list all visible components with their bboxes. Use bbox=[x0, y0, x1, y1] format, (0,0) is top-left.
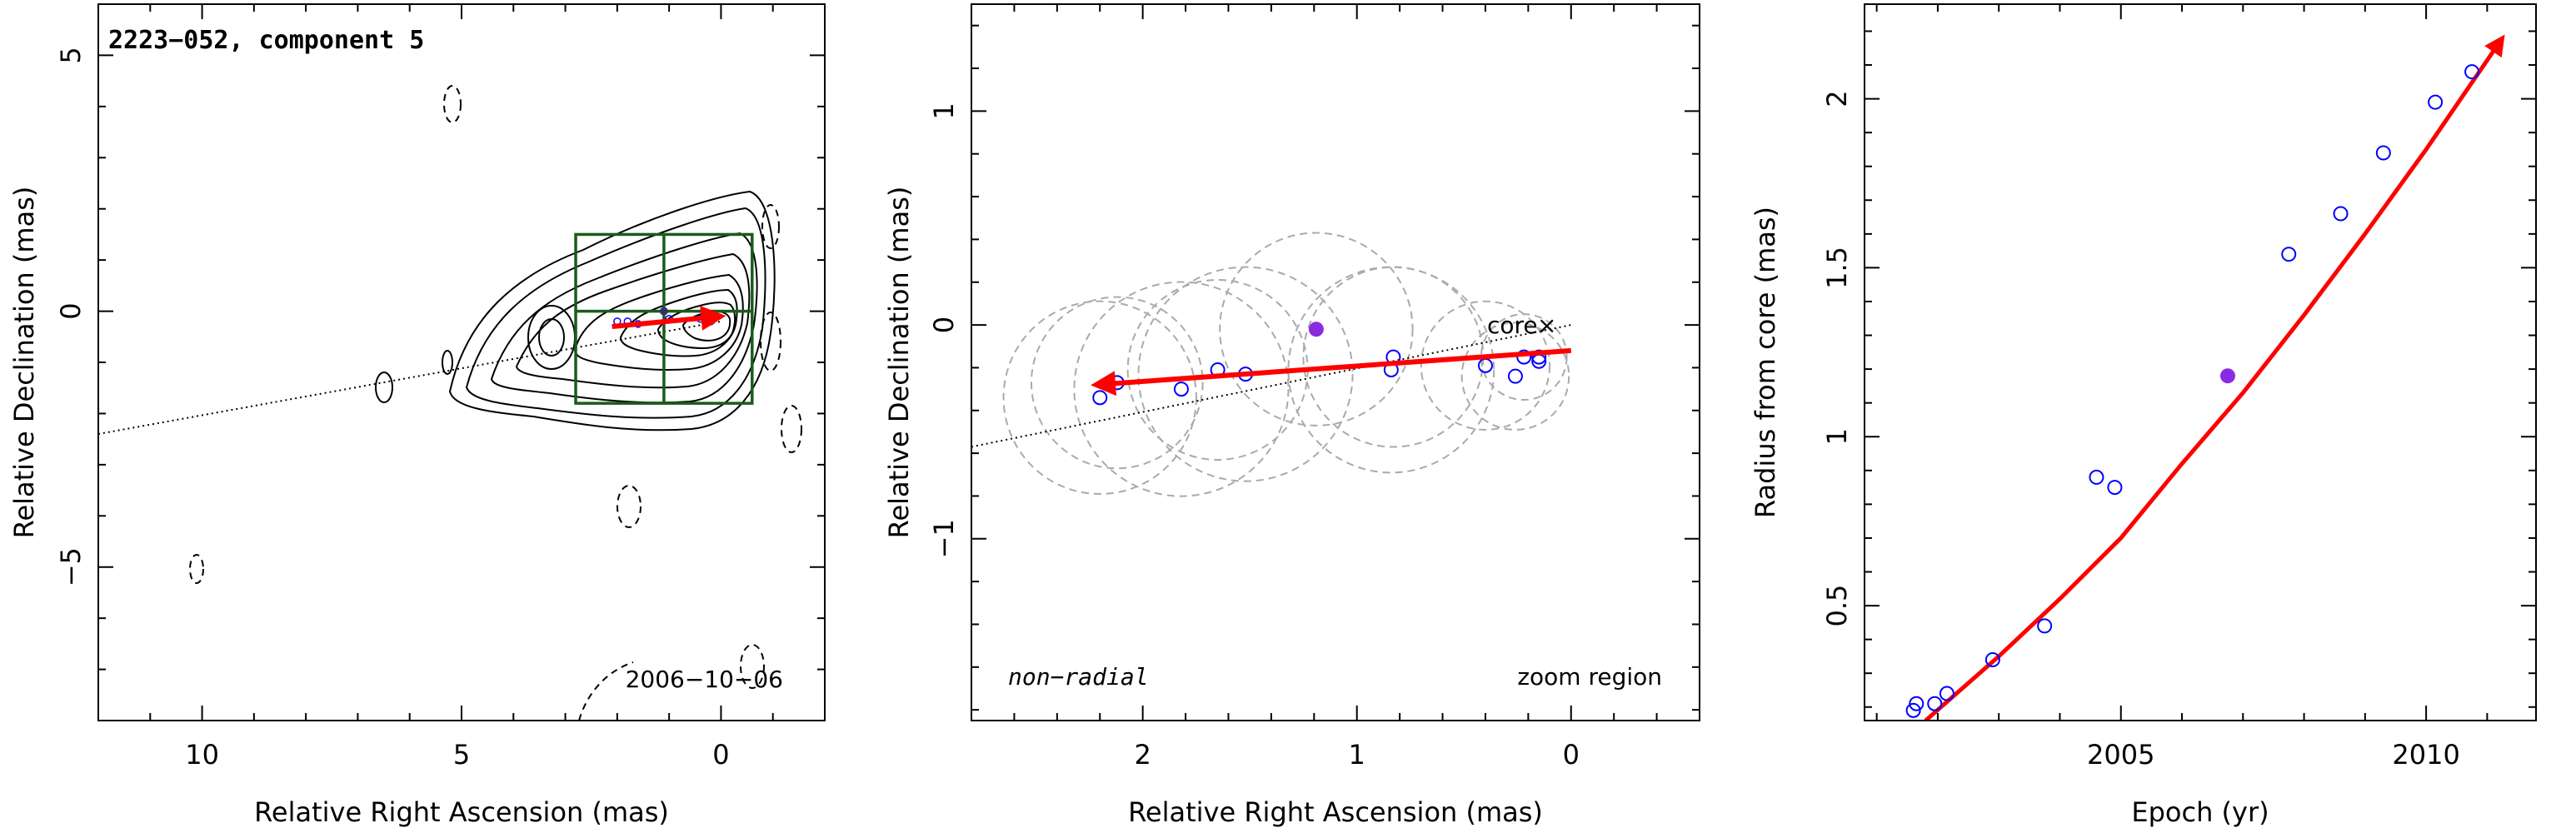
component-size-circle bbox=[1420, 300, 1551, 431]
zoom-center-marker bbox=[659, 307, 668, 316]
x-tick-label: 10 bbox=[185, 739, 219, 771]
negative-contour bbox=[760, 312, 781, 372]
data-point bbox=[1909, 696, 1925, 711]
x-tick-label: 1 bbox=[1349, 739, 1365, 771]
x-tick-label: 0 bbox=[1563, 739, 1580, 771]
component-size-circle bbox=[1287, 266, 1495, 474]
y-tick-label: 5 bbox=[55, 47, 87, 63]
epoch-label: 2006−10−06 bbox=[626, 666, 783, 693]
x-tick-label: 2005 bbox=[2087, 739, 2154, 771]
negative-contour bbox=[578, 661, 634, 721]
contour-ring bbox=[573, 273, 744, 371]
contour-ring bbox=[515, 252, 751, 389]
contour-ring bbox=[448, 190, 776, 431]
y-tick-label: 1.5 bbox=[1821, 247, 1853, 289]
negative-contours bbox=[189, 85, 802, 721]
negative-contour bbox=[617, 485, 642, 528]
direction-line bbox=[98, 320, 721, 435]
contour-ring bbox=[375, 372, 393, 403]
x-axis-label: Relative Right Ascension (mas) bbox=[1128, 796, 1543, 828]
direction-line bbox=[971, 324, 1571, 448]
component-size-circle bbox=[1030, 296, 1204, 470]
component-size-circle bbox=[1073, 281, 1290, 497]
data-point bbox=[1173, 382, 1189, 397]
negative-contour bbox=[740, 644, 765, 689]
y-tick-label: 1 bbox=[928, 102, 960, 119]
y-axis-label: Relative Declination (mas) bbox=[8, 187, 40, 539]
contour-ring bbox=[465, 207, 766, 419]
y-tick-label: 1 bbox=[1821, 428, 1853, 445]
zoom-region-label: zoom region bbox=[1517, 663, 1662, 691]
highlight-point bbox=[2219, 368, 2235, 384]
contour-ring bbox=[442, 350, 453, 375]
y-tick-label: 0 bbox=[928, 317, 960, 333]
data-point bbox=[1905, 702, 1921, 718]
data-point bbox=[1531, 349, 1547, 365]
x-tick-label: 5 bbox=[453, 739, 470, 771]
y-axis-label: Radius from core (mas) bbox=[1750, 207, 1781, 518]
data-point bbox=[1927, 696, 1943, 711]
data-point bbox=[2333, 206, 2349, 222]
plot-frame bbox=[97, 3, 826, 721]
motion-type-label: non−radial bbox=[1008, 663, 1149, 691]
panel-zoom-region: 2 1 0 1 0 −1 core × non−radial zoom region Re… bbox=[883, 3, 1700, 828]
plot-frame bbox=[1864, 3, 2537, 721]
data-point bbox=[2037, 618, 2053, 634]
component-size-circle bbox=[1480, 313, 1568, 401]
data-point bbox=[1939, 686, 1954, 701]
data-point bbox=[2428, 94, 2444, 110]
fit-curve bbox=[1924, 34, 2505, 721]
component-size-circle bbox=[1219, 232, 1414, 426]
data-point bbox=[2107, 480, 2123, 496]
component-size-circle bbox=[1460, 322, 1570, 431]
y-tick-label: 0.5 bbox=[1821, 585, 1853, 627]
contour-ring bbox=[619, 288, 738, 357]
contour-ring bbox=[527, 305, 576, 370]
data-point bbox=[2281, 247, 2297, 262]
panel-title: 2223−052, component 5 bbox=[108, 26, 424, 55]
negative-contour bbox=[443, 85, 462, 123]
plot-frame bbox=[971, 3, 1700, 721]
x-axis-label: Relative Right Ascension (mas) bbox=[254, 796, 669, 828]
data-point bbox=[1516, 349, 1532, 365]
x-tick-label: 0 bbox=[712, 739, 729, 771]
data-point bbox=[2464, 64, 2480, 80]
component-size-circle bbox=[1002, 300, 1197, 496]
velocity-vector bbox=[612, 306, 726, 331]
data-point bbox=[1984, 651, 2000, 667]
x-tick-label: 2 bbox=[1134, 739, 1151, 771]
x-tick-label: 2010 bbox=[2392, 739, 2459, 771]
core-marker: × bbox=[1537, 312, 1556, 339]
negative-contour bbox=[761, 204, 780, 249]
contour-ring bbox=[538, 318, 565, 357]
data-point bbox=[1507, 368, 1523, 384]
contour-ring bbox=[656, 302, 736, 350]
y-tick-label: −1 bbox=[928, 519, 960, 558]
y-tick-label: 2 bbox=[1821, 90, 1853, 107]
negative-contour bbox=[189, 554, 204, 584]
data-point bbox=[1477, 357, 1493, 373]
panel-contour-map: 10 5 0 5 0 −5 2223−052, component 5 2006−10−0… bbox=[8, 3, 826, 828]
data-point bbox=[2089, 469, 2104, 485]
negative-contour bbox=[781, 405, 802, 453]
data-point bbox=[2375, 145, 2391, 161]
data-point bbox=[1092, 390, 1108, 406]
contour-group bbox=[375, 190, 776, 431]
component-size-circle bbox=[1137, 266, 1354, 482]
y-axis-label: Relative Declination (mas) bbox=[883, 187, 915, 539]
velocity-vector bbox=[1091, 347, 1571, 397]
y-tick-label: −5 bbox=[55, 547, 87, 586]
y-tick-label: 0 bbox=[55, 302, 87, 319]
highlight-point bbox=[1308, 322, 1324, 337]
core-label: core bbox=[1487, 312, 1538, 339]
x-axis-label: Epoch (yr) bbox=[2131, 796, 2269, 828]
panel-radius-vs-epoch: 2005 2010 0.5 1 1.5 2 Epoch (yr) Radius from … bbox=[1750, 3, 2537, 828]
